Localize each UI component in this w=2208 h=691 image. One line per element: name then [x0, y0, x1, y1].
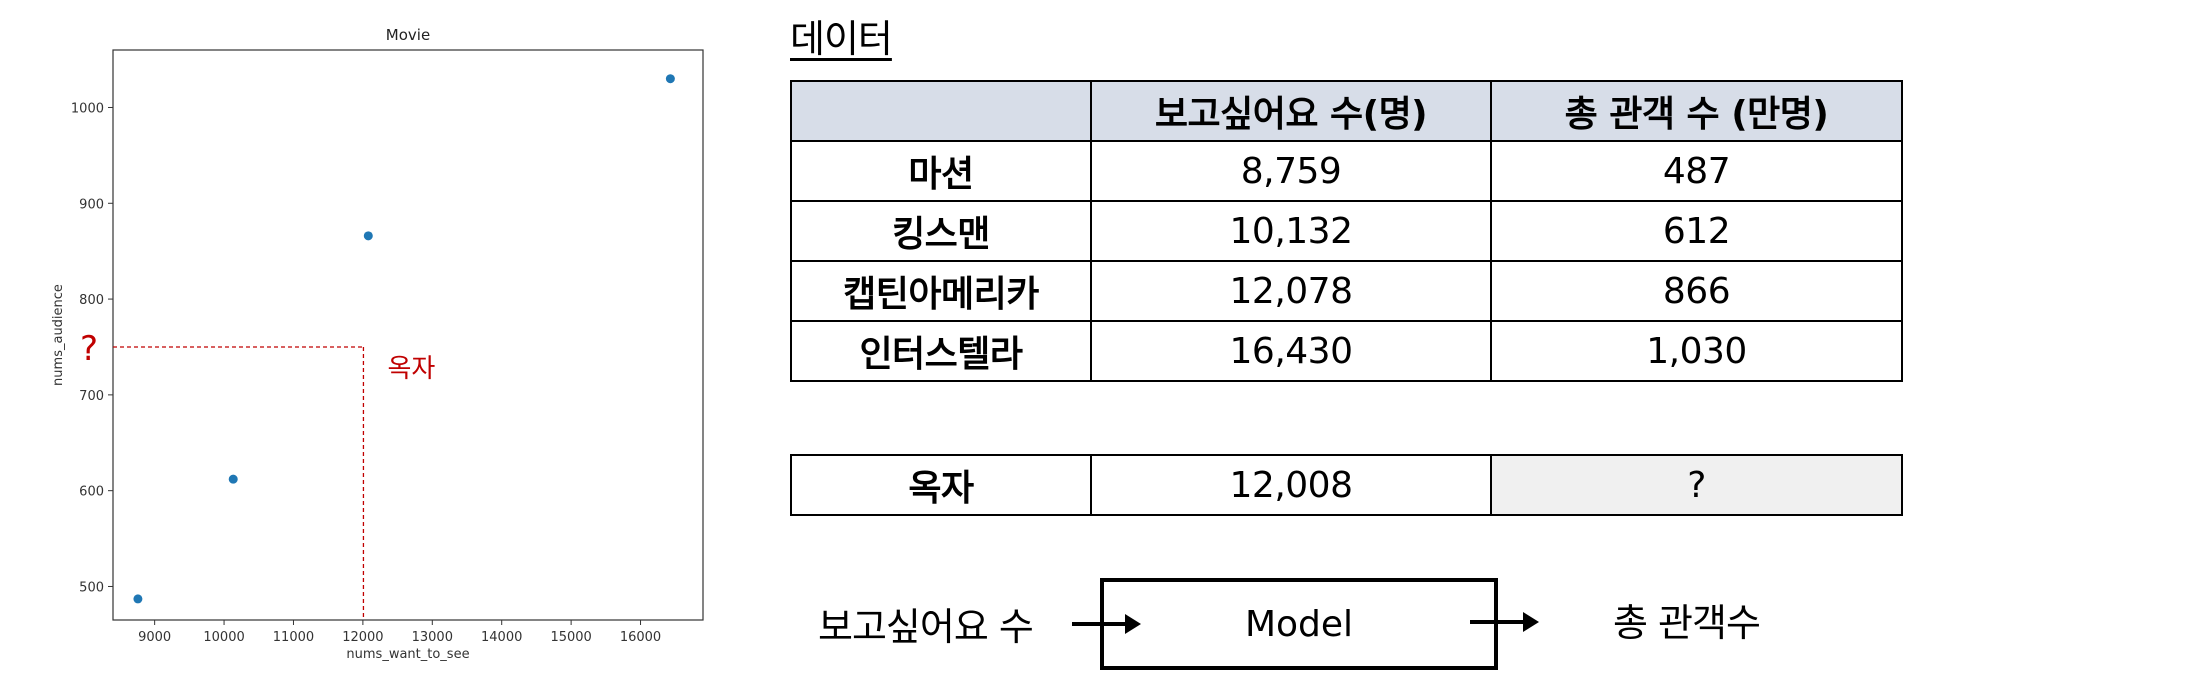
x-tick-label: 14000: [481, 630, 522, 645]
y-axis-ticks: 500 600 700 800 900 1000: [71, 101, 113, 595]
x-tick-label: 16000: [620, 630, 661, 645]
want-to-see-cell: 16,430: [1090, 320, 1492, 382]
x-axis-title: nums_want_to_see: [346, 647, 469, 662]
x-tick-label: 10000: [203, 630, 244, 645]
query-guide-lines: [113, 346, 365, 620]
x-tick-label: 11000: [273, 630, 314, 645]
data-table: 보고싶어요 수(명) 총 관객 수 (만명) 마션 8,759 487 킹스맨 …: [790, 80, 1903, 382]
want-to-see-cell: 10,132: [1090, 200, 1492, 262]
plot-frame: [112, 49, 704, 621]
table-header-cell: 총 관객 수 (만명): [1490, 80, 1903, 142]
movie-name-cell: 옥자: [790, 454, 1092, 516]
table-row: 마션 8,759 487: [790, 140, 1903, 202]
flow-output-label: 총 관객수: [1613, 601, 1761, 645]
table-header-cell: [790, 80, 1092, 142]
x-tick-label: 15000: [550, 630, 591, 645]
x-tick-label: 9000: [138, 630, 171, 645]
want-to-see-cell: 12,078: [1090, 260, 1492, 322]
table-row: 킹스맨 10,132 612: [790, 200, 1903, 262]
x-tick-label: 13000: [412, 630, 453, 645]
movie-name-cell: 캡틴아메리카: [790, 260, 1092, 322]
movie-name-cell: 인터스텔라: [790, 320, 1092, 382]
y-axis-title: nums_audience: [51, 284, 66, 386]
model-box: Model: [1100, 578, 1498, 670]
want-to-see-cell: 12,008: [1090, 454, 1492, 516]
scatter-point: [228, 474, 238, 484]
y-tick-label: 700: [79, 389, 104, 404]
table-row: 인터스텔라 16,430 1,030: [790, 320, 1903, 382]
scatter-point: [133, 594, 143, 604]
audience-cell: 866: [1490, 260, 1903, 322]
query-movie-label: 옥자: [387, 354, 435, 384]
y-tick-label: 900: [79, 197, 104, 212]
y-tick-label: 500: [79, 580, 104, 595]
chart-title: Movie: [386, 26, 430, 44]
scatter-point: [665, 74, 675, 84]
query-row: 옥자 12,008 ?: [790, 454, 1903, 516]
scatter-chart: Movie 9000 10000 11000 12000 13000 14000 15000…: [51, 26, 704, 662]
y-tick-label: 1000: [71, 101, 104, 116]
flow-input-label: 보고싶어요 수: [818, 605, 1034, 649]
table-row: 캡틴아메리카 12,078 866: [790, 260, 1903, 322]
audience-cell: 1,030: [1490, 320, 1903, 382]
unknown-value-marker: ?: [80, 329, 98, 369]
table-header-cell: 보고싶어요 수(명): [1090, 80, 1492, 142]
x-tick-label: 12000: [342, 630, 383, 645]
section-title: 데이터: [790, 17, 893, 61]
want-to-see-cell: 8,759: [1090, 140, 1492, 202]
y-tick-label: 600: [79, 485, 104, 500]
scatter-point: [363, 231, 373, 241]
movie-name-cell: 마션: [790, 140, 1092, 202]
output-arrow: [1470, 612, 1539, 632]
unknown-audience-cell: ?: [1490, 454, 1903, 516]
audience-cell: 487: [1490, 140, 1903, 202]
query-table: 옥자 12,008 ?: [790, 454, 1903, 516]
data-points: [133, 74, 675, 604]
y-tick-label: 800: [79, 293, 104, 308]
movie-name-cell: 킹스맨: [790, 200, 1092, 262]
audience-cell: 612: [1490, 200, 1903, 262]
table-header-row: 보고싶어요 수(명) 총 관객 수 (만명): [790, 80, 1903, 142]
x-axis-ticks: 9000 10000 11000 12000 13000 14000 15000 16000: [138, 620, 661, 645]
input-arrow: [1072, 614, 1141, 634]
